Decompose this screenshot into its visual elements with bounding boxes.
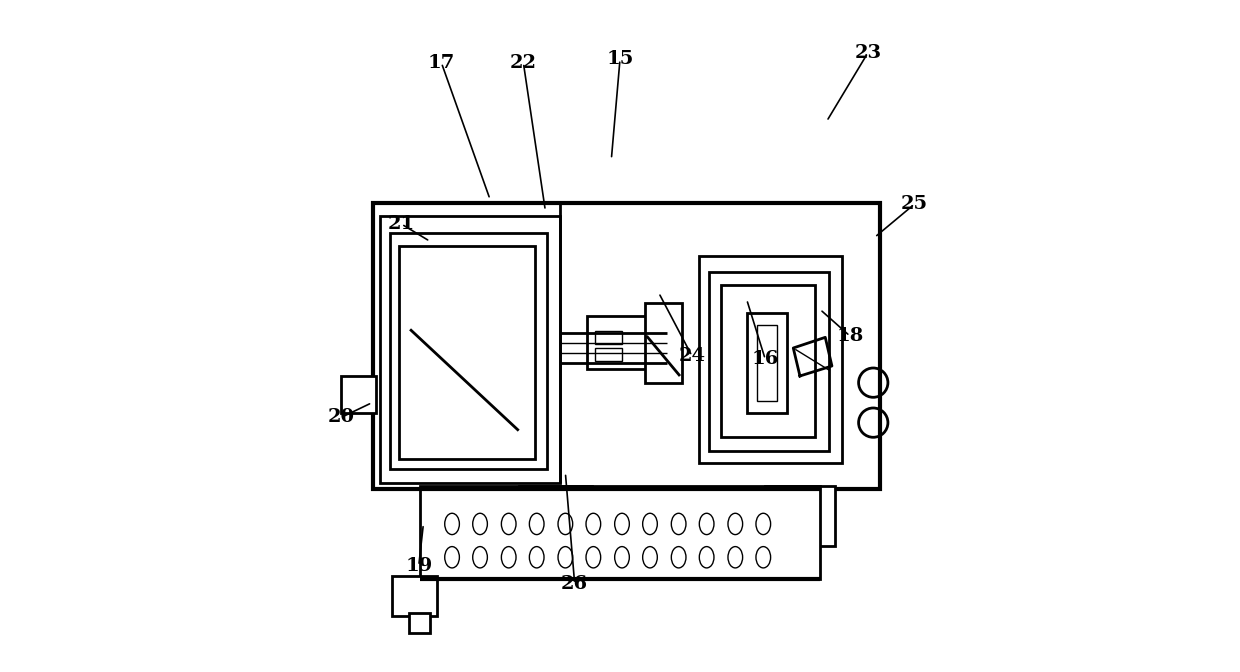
- Text: 20: 20: [327, 409, 355, 426]
- Ellipse shape: [472, 513, 487, 535]
- Text: 15: 15: [606, 50, 634, 69]
- Ellipse shape: [699, 513, 714, 535]
- Bar: [595, 331, 622, 344]
- Bar: [420, 486, 820, 579]
- Ellipse shape: [615, 546, 630, 568]
- Bar: [587, 316, 667, 370]
- Bar: [698, 256, 842, 462]
- Ellipse shape: [529, 513, 544, 535]
- Ellipse shape: [671, 546, 686, 568]
- Bar: [391, 233, 547, 469]
- Bar: [756, 325, 776, 401]
- Text: 16: 16: [751, 350, 779, 368]
- Text: 23: 23: [854, 44, 882, 62]
- Bar: [341, 376, 376, 413]
- Ellipse shape: [642, 546, 657, 568]
- Ellipse shape: [445, 513, 459, 535]
- Bar: [409, 613, 430, 632]
- Ellipse shape: [445, 546, 459, 568]
- Text: 24: 24: [678, 347, 706, 365]
- Ellipse shape: [529, 546, 544, 568]
- Text: 25: 25: [901, 195, 928, 213]
- Ellipse shape: [615, 513, 630, 535]
- Ellipse shape: [558, 546, 573, 568]
- Text: 17: 17: [428, 54, 455, 72]
- Bar: [765, 486, 836, 546]
- Text: 19: 19: [405, 557, 433, 575]
- Ellipse shape: [501, 546, 516, 568]
- Bar: [595, 348, 622, 362]
- Text: 21: 21: [388, 215, 415, 233]
- Ellipse shape: [642, 513, 657, 535]
- Ellipse shape: [472, 546, 487, 568]
- Ellipse shape: [756, 513, 770, 535]
- Bar: [645, 302, 682, 382]
- Ellipse shape: [587, 513, 600, 535]
- Bar: [392, 576, 438, 616]
- Bar: [722, 286, 815, 437]
- Bar: [381, 216, 560, 482]
- Ellipse shape: [728, 513, 743, 535]
- Bar: [399, 246, 536, 459]
- Text: 18: 18: [836, 327, 863, 345]
- Bar: [373, 203, 880, 489]
- Ellipse shape: [587, 546, 600, 568]
- Bar: [709, 272, 830, 451]
- Ellipse shape: [671, 513, 686, 535]
- Bar: [746, 312, 786, 413]
- Ellipse shape: [728, 546, 743, 568]
- Bar: [518, 486, 591, 546]
- Text: 26: 26: [562, 575, 588, 593]
- Ellipse shape: [756, 546, 770, 568]
- Text: 22: 22: [510, 54, 537, 72]
- Ellipse shape: [699, 546, 714, 568]
- Ellipse shape: [558, 513, 573, 535]
- Ellipse shape: [501, 513, 516, 535]
